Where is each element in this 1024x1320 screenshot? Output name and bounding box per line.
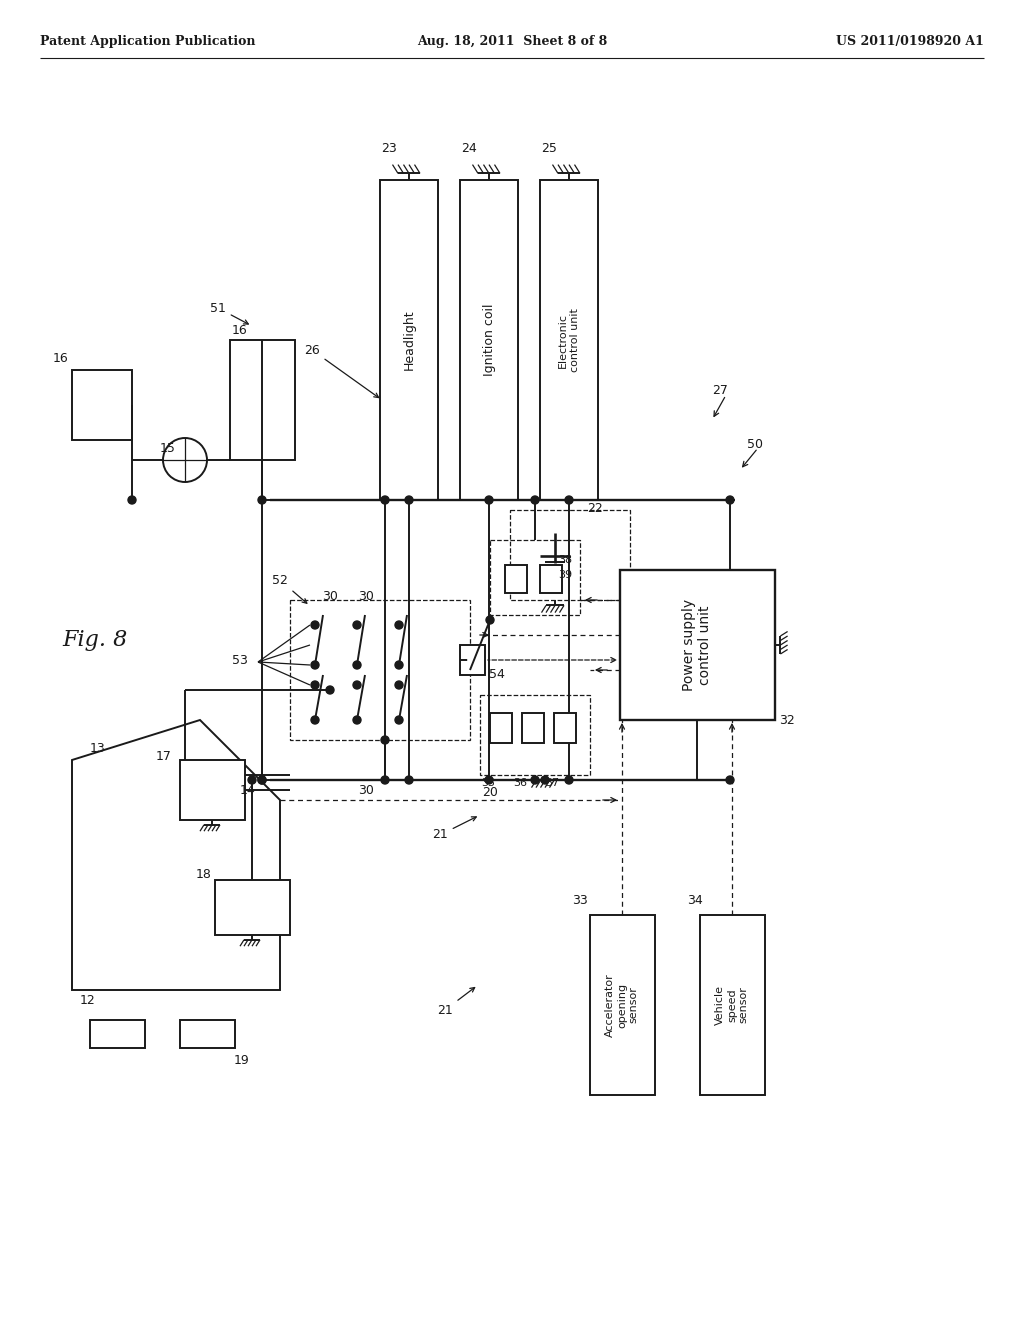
Circle shape bbox=[395, 661, 403, 669]
Text: Aug. 18, 2011  Sheet 8 of 8: Aug. 18, 2011 Sheet 8 of 8 bbox=[417, 36, 607, 49]
Circle shape bbox=[485, 496, 493, 504]
Text: Fig. 8: Fig. 8 bbox=[62, 630, 127, 651]
Text: 26: 26 bbox=[304, 343, 379, 397]
Circle shape bbox=[353, 715, 361, 723]
Text: 16: 16 bbox=[52, 351, 68, 364]
Text: Vehicle
speed
sensor: Vehicle speed sensor bbox=[716, 985, 749, 1026]
Circle shape bbox=[311, 661, 319, 669]
Bar bbox=[480, 696, 590, 775]
Circle shape bbox=[258, 776, 266, 784]
Bar bbox=[72, 370, 132, 440]
Text: 54: 54 bbox=[489, 668, 505, 681]
Text: 30: 30 bbox=[358, 590, 374, 602]
Circle shape bbox=[326, 686, 334, 694]
Text: US 2011/0198920 A1: US 2011/0198920 A1 bbox=[837, 36, 984, 49]
Text: Patent Application Publication: Patent Application Publication bbox=[40, 36, 256, 49]
Bar bbox=[290, 601, 470, 741]
Bar bbox=[620, 570, 775, 719]
Bar bbox=[522, 713, 544, 743]
Text: 16: 16 bbox=[232, 323, 248, 337]
Text: 20: 20 bbox=[482, 785, 498, 799]
Text: 37: 37 bbox=[545, 777, 559, 788]
Bar bbox=[490, 713, 512, 743]
Bar bbox=[215, 880, 290, 935]
Circle shape bbox=[258, 496, 266, 504]
Text: 25: 25 bbox=[541, 141, 557, 154]
Text: 17: 17 bbox=[156, 750, 172, 763]
Text: 53: 53 bbox=[232, 653, 248, 667]
Circle shape bbox=[311, 715, 319, 723]
Text: 36: 36 bbox=[513, 777, 527, 788]
Circle shape bbox=[531, 776, 539, 784]
Bar bbox=[505, 565, 527, 593]
Circle shape bbox=[726, 496, 734, 504]
Circle shape bbox=[311, 620, 319, 630]
Text: 30: 30 bbox=[323, 590, 338, 602]
Bar bbox=[460, 180, 518, 500]
Text: 50: 50 bbox=[746, 438, 763, 451]
Text: 38: 38 bbox=[558, 554, 572, 565]
Text: 35: 35 bbox=[481, 777, 495, 788]
Bar bbox=[90, 1020, 145, 1048]
Bar bbox=[230, 341, 295, 459]
Circle shape bbox=[565, 496, 573, 504]
Bar bbox=[460, 645, 485, 675]
Text: 24: 24 bbox=[461, 141, 477, 154]
Text: 51: 51 bbox=[210, 301, 248, 323]
Circle shape bbox=[381, 737, 389, 744]
Circle shape bbox=[565, 776, 573, 784]
Bar bbox=[700, 915, 765, 1096]
Text: Power supply
control unit: Power supply control unit bbox=[682, 599, 712, 692]
Text: 32: 32 bbox=[779, 714, 795, 726]
Text: Ignition coil: Ignition coil bbox=[482, 304, 496, 376]
Text: 12: 12 bbox=[80, 994, 96, 1006]
Circle shape bbox=[381, 776, 389, 784]
Bar bbox=[180, 760, 245, 820]
Text: 23: 23 bbox=[381, 141, 397, 154]
Text: 21: 21 bbox=[432, 817, 476, 842]
Circle shape bbox=[486, 616, 494, 624]
Circle shape bbox=[406, 776, 413, 784]
Text: 52: 52 bbox=[272, 573, 307, 603]
Text: 13: 13 bbox=[90, 742, 105, 755]
Circle shape bbox=[395, 681, 403, 689]
Bar bbox=[540, 565, 562, 593]
Text: 30: 30 bbox=[358, 784, 374, 796]
Circle shape bbox=[353, 661, 361, 669]
Circle shape bbox=[128, 496, 136, 504]
Text: 39: 39 bbox=[558, 570, 572, 579]
Bar bbox=[180, 1020, 234, 1048]
Circle shape bbox=[395, 715, 403, 723]
Circle shape bbox=[248, 776, 256, 784]
Circle shape bbox=[531, 496, 539, 504]
Text: 27: 27 bbox=[712, 384, 728, 396]
Circle shape bbox=[311, 681, 319, 689]
Text: 34: 34 bbox=[687, 894, 702, 907]
Circle shape bbox=[381, 496, 389, 504]
Text: Accelerator
opening
sensor: Accelerator opening sensor bbox=[605, 973, 639, 1038]
Circle shape bbox=[395, 620, 403, 630]
Circle shape bbox=[406, 496, 413, 504]
Bar bbox=[590, 915, 655, 1096]
Text: 15: 15 bbox=[160, 441, 176, 454]
Circle shape bbox=[541, 776, 549, 784]
Bar bbox=[510, 510, 630, 601]
Text: 33: 33 bbox=[572, 894, 588, 907]
Circle shape bbox=[258, 776, 266, 784]
Text: Electronic
control unit: Electronic control unit bbox=[558, 308, 580, 372]
Circle shape bbox=[485, 776, 493, 784]
Text: 21: 21 bbox=[437, 987, 475, 1016]
Text: 19: 19 bbox=[234, 1053, 250, 1067]
Bar bbox=[490, 540, 580, 615]
Text: 14: 14 bbox=[240, 784, 256, 796]
Bar bbox=[554, 713, 575, 743]
Text: 22: 22 bbox=[587, 502, 603, 515]
Circle shape bbox=[353, 620, 361, 630]
Text: Headlight: Headlight bbox=[402, 310, 416, 371]
Bar bbox=[380, 180, 438, 500]
Bar bbox=[540, 180, 598, 500]
Circle shape bbox=[353, 681, 361, 689]
Text: 18: 18 bbox=[197, 869, 212, 882]
Circle shape bbox=[726, 776, 734, 784]
